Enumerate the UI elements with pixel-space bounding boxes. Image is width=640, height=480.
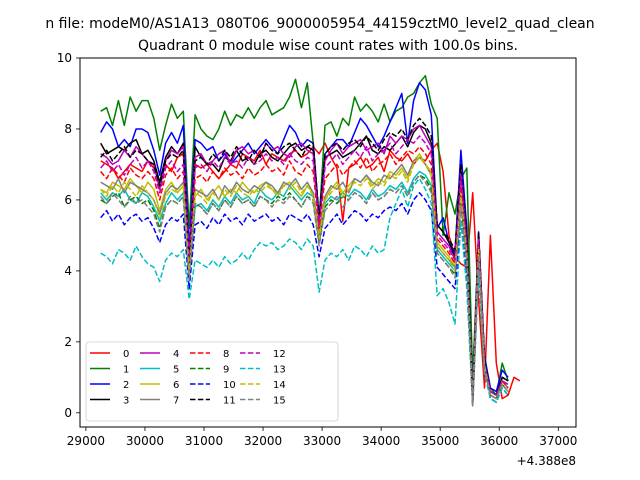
x-tick-label: 36000 — [480, 434, 518, 448]
legend-label-11: 11 — [223, 396, 236, 407]
y-tick-label: 0 — [64, 406, 72, 420]
legend-box — [85, 341, 339, 422]
x-tick-label: 33000 — [303, 434, 341, 448]
x-tick-label: 35000 — [421, 434, 459, 448]
legend-label-3: 3 — [123, 396, 129, 407]
y-tick-label: 8 — [64, 122, 72, 136]
legend-label-4: 4 — [173, 349, 179, 360]
series-line-15 — [100, 174, 509, 407]
y-tick-label: 4 — [64, 264, 72, 278]
x-tick-label: 30000 — [126, 434, 164, 448]
legend-label-5: 5 — [173, 365, 179, 376]
series-line-2 — [100, 82, 509, 400]
x-tick-label: 31000 — [185, 434, 223, 448]
x-tick-label: 32000 — [244, 434, 282, 448]
series-layer — [100, 74, 521, 407]
series-line-13 — [100, 177, 509, 407]
series-line-12 — [100, 135, 509, 403]
legend-label-7: 7 — [173, 396, 179, 407]
legend-label-8: 8 — [223, 349, 229, 360]
series-line-11 — [100, 117, 509, 403]
series-line-8 — [100, 145, 509, 403]
series-line-5 — [100, 170, 509, 403]
series-line-14 — [100, 156, 509, 403]
legend-label-13: 13 — [273, 365, 286, 376]
legend-label-0: 0 — [123, 349, 129, 360]
legend-label-14: 14 — [273, 380, 286, 391]
legend-label-10: 10 — [223, 380, 236, 391]
series-line-6 — [100, 153, 509, 403]
legend-label-6: 6 — [173, 380, 179, 391]
x-tick-label: 34000 — [362, 434, 400, 448]
legend-label-9: 9 — [223, 365, 229, 376]
series-line-1 — [100, 74, 509, 396]
x-tick-label: 29000 — [67, 434, 105, 448]
series-line-3 — [100, 124, 509, 403]
x-axis-offset-label: +4.388e8 — [517, 454, 576, 468]
legend-label-1: 1 — [123, 365, 129, 376]
chart-title: Quadrant 0 module wise count rates with … — [138, 38, 518, 54]
y-axis: 0 2 4 6 8 10 — [57, 51, 80, 420]
series-line-4 — [100, 124, 509, 403]
series-line-10 — [100, 192, 509, 407]
legend-label-15: 15 — [273, 396, 286, 407]
y-tick-label: 2 — [64, 335, 72, 349]
y-tick-label: 6 — [64, 193, 72, 207]
legend-label-12: 12 — [273, 349, 286, 360]
x-tick-label: 37000 — [539, 434, 577, 448]
x-axis: 29000 30000 31000 32000 33000 34000 35000 36000… — [67, 427, 577, 448]
plot-frame — [79, 57, 577, 428]
figure-suptitle: n file: modeM0/AS1A13_080T06_9000005954_… — [45, 16, 594, 32]
legend-label-2: 2 — [123, 380, 129, 391]
y-tick-label: 10 — [57, 51, 72, 65]
